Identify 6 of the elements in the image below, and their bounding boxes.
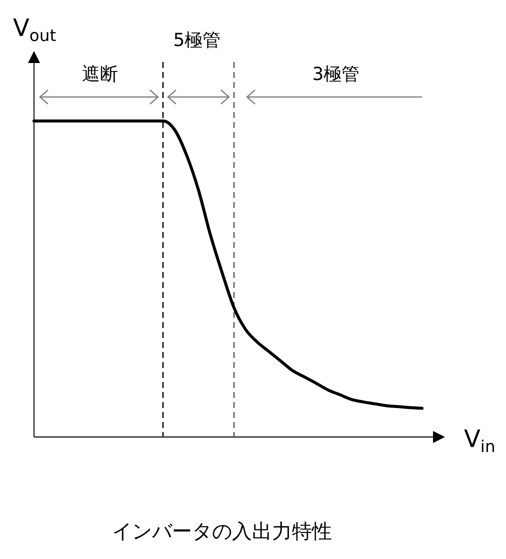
x-axis-title: V$_{in}$: [464, 425, 496, 456]
text: インバータの入出力特性: [112, 519, 332, 543]
y-axis-title: V$_{out}$: [13, 14, 56, 46]
text: 5極管: [173, 30, 221, 51]
text: 3極管: [312, 64, 360, 85]
text: 遮断: [82, 64, 118, 85]
